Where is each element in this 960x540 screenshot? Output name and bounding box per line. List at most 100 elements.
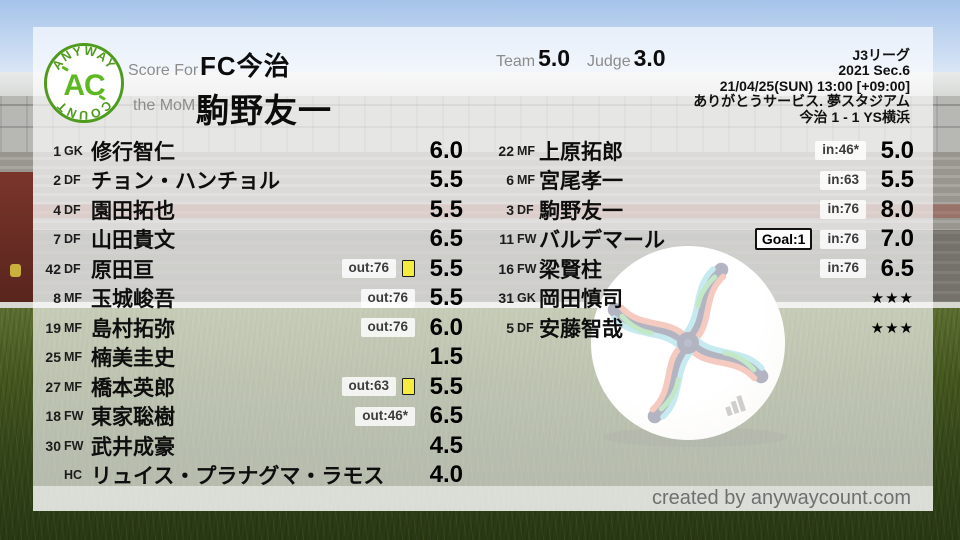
player-name: 島村拓弥 — [91, 317, 175, 341]
starters-column: 1 GK 修行智仁 6.0 2 DF チョン・ハンチョル 5.5 4 DF 園田… — [33, 136, 463, 490]
player-rating: 1.5 — [429, 343, 463, 371]
player-row: 25 MF 楠美圭史 1.5 — [33, 343, 463, 373]
player-name: 東家聡樹 — [91, 406, 175, 430]
sub-in-badge: in:63 — [820, 170, 866, 190]
player-row: 16 FW 梁賢柱 in:76 6.5 — [494, 254, 914, 284]
player-rating: 5.5 — [429, 254, 463, 282]
judge-score-label: Judge — [587, 53, 631, 70]
yellow-card-icon — [402, 378, 415, 396]
player-row: 42 DF 原田亘 out:76 5.5 — [33, 254, 463, 284]
shirt-number: 31 — [498, 290, 514, 307]
shirt-number: 27 — [45, 378, 61, 395]
position-label: MF — [517, 143, 536, 158]
player-rating: 4.5 — [429, 431, 463, 459]
player-rating: 5.5 — [429, 166, 463, 194]
position-label: MF — [64, 291, 83, 306]
player-name: 上原拓郎 — [539, 140, 623, 164]
shirt-number: 22 — [498, 142, 514, 159]
sub-out-badge: out:76 — [360, 288, 415, 308]
stand-structure — [0, 172, 33, 302]
position-label: GK — [64, 143, 83, 158]
credit-text: created by anywaycount.com — [651, 487, 911, 509]
player-row: 5 DF 安藤智哉 ★★★ — [494, 313, 914, 343]
player-rating: 7.0 — [880, 225, 914, 253]
position-label: HC — [64, 468, 83, 483]
player-rating: 5.5 — [429, 284, 463, 312]
player-name: リュイス・プラナグマ・ラモス — [91, 465, 385, 489]
player-row: 11 FW バルデマール Goal:1 in:76 7.0 — [494, 225, 914, 255]
player-rating: 8.0 — [880, 195, 914, 223]
position-label: DF — [517, 202, 534, 217]
shirt-number: 18 — [45, 408, 61, 425]
player-row: 3 DF 駒野友一 in:76 8.0 — [494, 195, 914, 225]
player-name: 駒野友一 — [539, 199, 623, 223]
shirt-number: 30 — [45, 437, 61, 454]
shirt-number: 6 — [506, 172, 514, 189]
player-row: 7 DF 山田貴文 6.5 — [33, 225, 463, 255]
player-rating: 5.5 — [429, 195, 463, 223]
position-label: MF — [64, 350, 83, 365]
sub-in-badge: in:76 — [820, 200, 866, 220]
sub-in-badge: in:76 — [820, 259, 866, 279]
player-name: 安藤智哉 — [539, 317, 623, 341]
shirt-number: 19 — [45, 319, 61, 336]
venue-name: ありがとうサービス. 夢スタジアム — [693, 93, 910, 110]
position-label: MF — [64, 379, 83, 394]
player-name: 山田貴文 — [91, 229, 175, 253]
player-rating-unused: ★★★ — [870, 290, 914, 308]
player-name: 武井成豪 — [91, 435, 175, 459]
player-name: 原田亘 — [91, 258, 154, 282]
mom-label: the MoM — [133, 97, 196, 114]
shirt-number: 5 — [506, 319, 514, 336]
yellow-card-icon — [402, 260, 415, 278]
stand-detail — [10, 264, 21, 277]
player-rating: 6.0 — [429, 313, 463, 341]
score-for-label: Score For — [128, 62, 199, 79]
anywaycount-logo: ANYWAY COUNT AC — [44, 43, 124, 123]
shirt-number: 42 — [45, 260, 61, 277]
position-label: DF — [64, 173, 81, 188]
translucent-panel — [33, 27, 933, 511]
team-score-value: 5.0 — [538, 45, 571, 71]
sub-in-badge: in:46* — [815, 141, 866, 161]
player-rating: 5.5 — [880, 166, 914, 194]
final-score-line: 今治 1 - 1 YS横浜 — [799, 108, 910, 125]
player-name: 園田拓也 — [91, 199, 175, 223]
player-name: 梁賢柱 — [539, 258, 602, 282]
player-name: 橋本英郎 — [91, 376, 175, 400]
player-name: チョン・ハンチョル — [91, 170, 280, 194]
shirt-number: 1 — [53, 142, 61, 159]
team-score: Team 5.0 — [496, 45, 570, 72]
subs-column: 22 MF 上原拓郎 in:46* 5.0 6 MF 宮尾孝一 in:63 5.… — [494, 136, 914, 343]
sub-out-badge: out:76 — [341, 259, 396, 279]
shirt-number: 16 — [498, 260, 514, 277]
league-name: J3リーグ — [852, 47, 910, 63]
judge-score-value: 3.0 — [633, 45, 666, 71]
position-label: MF — [64, 320, 83, 335]
shirt-number: 8 — [53, 290, 61, 307]
position-label: FW — [64, 409, 84, 424]
player-row: 2 DF チョン・ハンチョル 5.5 — [33, 166, 463, 196]
shirt-number: 11 — [499, 231, 514, 248]
team-score-label: Team — [496, 53, 536, 70]
player-row: 22 MF 上原拓郎 in:46* 5.0 — [494, 136, 914, 166]
player-row: 1 GK 修行智仁 6.0 — [33, 136, 463, 166]
player-name: 玉城峻吾 — [91, 288, 175, 312]
mom-name: 駒野友一 — [196, 92, 332, 129]
shirt-number: 3 — [506, 201, 514, 218]
player-row: 30 FW 武井成豪 4.5 — [33, 431, 463, 461]
player-row: 4 DF 園田拓也 5.5 — [33, 195, 463, 225]
player-rating: 6.0 — [429, 136, 463, 164]
logo-initials: AC — [63, 69, 105, 102]
player-rating: 4.0 — [429, 461, 463, 489]
sub-out-badge: out:76 — [360, 318, 415, 338]
judge-score: Judge 3.0 — [587, 45, 666, 72]
player-row: 19 MF 島村拓弥 out:76 6.0 — [33, 313, 463, 343]
player-row: 18 FW 東家聡樹 out:46* 6.5 — [33, 402, 463, 432]
player-row: 27 MF 橋本英郎 out:63 5.5 — [33, 372, 463, 402]
player-name: 修行智仁 — [91, 140, 175, 164]
player-row: HC リュイス・プラナグマ・ラモス 4.0 — [33, 461, 463, 491]
player-row: 6 MF 宮尾孝一 in:63 5.5 — [494, 166, 914, 196]
player-rating: 6.5 — [880, 254, 914, 282]
position-label: GK — [517, 291, 536, 306]
